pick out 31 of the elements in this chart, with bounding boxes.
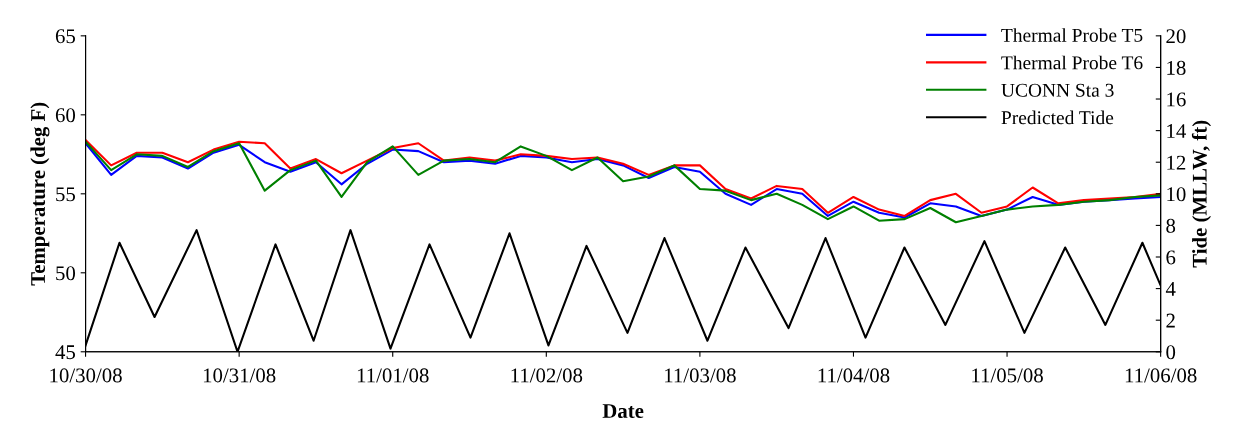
y2-tick-label: 4 [1165,282,1176,296]
y2-tick-label: 14 [1167,124,1187,138]
y-axis-title: Temperature (deg F) [30,102,50,286]
x-tick-label: 11/04/08 [818,368,890,383]
y-tick-label: 50 [56,266,76,281]
x-tick-label: 11/01/08 [357,368,429,383]
y2-tick-label: 10 [1167,187,1186,202]
x-tick-label: 11/06/08 [1125,368,1197,383]
y2-tick-label: 6 [1166,250,1176,265]
y-tick-label: 60 [55,108,76,123]
legend-label: Thermal Probe T6 [1001,55,1143,70]
legend-label: UCONN Sta 3 [1001,83,1114,97]
y-tick-label: 55 [56,187,76,202]
x-axis-title: Date [602,404,644,418]
y2-tick-label: 18 [1167,60,1186,75]
y2-tick-label: 16 [1167,92,1186,107]
y2-axis-title: Tide (MLLW, ft) [1191,120,1211,268]
x-tick-label: 10/30/08 [50,368,122,383]
y2-tick-label: 8 [1166,218,1176,233]
y2-tick-label: 20 [1166,29,1186,44]
legend-label: Thermal Probe T5 [1001,28,1143,42]
y2-tick-label: 12 [1167,155,1186,170]
legend-label: Predicted Tide [1001,110,1114,125]
x-tick-label: 10/31/08 [203,368,276,383]
y2-tick-label: 2 [1166,313,1175,328]
y-tick-label: 65 [55,29,76,44]
x-tick-label: 11/02/08 [511,368,583,383]
x-tick-label: 11/05/08 [972,368,1043,383]
x-tick-label: 11/03/08 [665,368,736,383]
y-tick-label: 45 [55,345,76,360]
y2-tick-label: 0 [1166,345,1176,360]
